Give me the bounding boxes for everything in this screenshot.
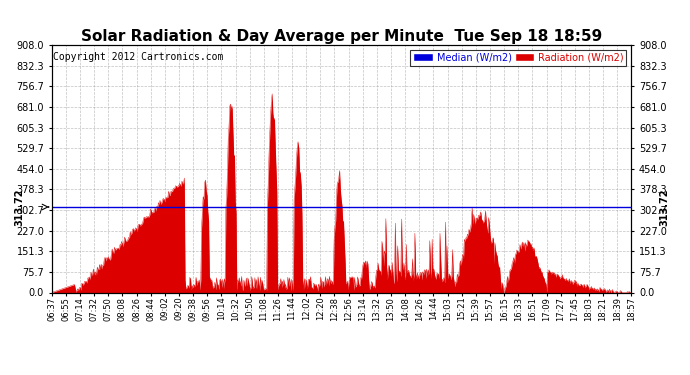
Title: Solar Radiation & Day Average per Minute  Tue Sep 18 18:59: Solar Radiation & Day Average per Minute… [81,29,602,44]
Legend: Median (W/m2), Radiation (W/m2): Median (W/m2), Radiation (W/m2) [411,50,627,66]
Text: 313.72: 313.72 [659,188,669,226]
Text: 313.72: 313.72 [14,188,24,226]
Text: Copyright 2012 Cartronics.com: Copyright 2012 Cartronics.com [53,53,224,62]
